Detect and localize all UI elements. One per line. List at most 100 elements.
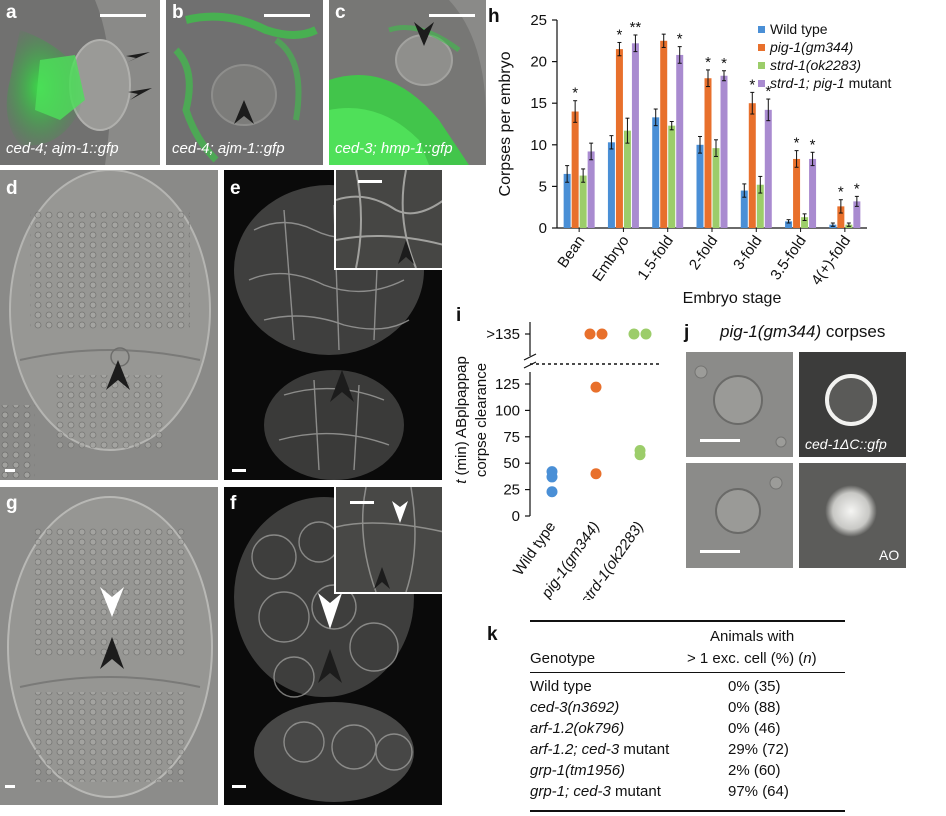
h-bar <box>652 117 659 228</box>
panel-j-caption-ao: AO <box>879 547 899 563</box>
h-bar <box>793 159 800 228</box>
i-y-tick-label: 50 <box>503 455 520 472</box>
h-x-tick-label: 3.5-fold <box>767 233 810 284</box>
h-significance-mark: * <box>572 85 578 102</box>
panel-b-image: b ced-4; ajm-1::gfp <box>166 0 323 165</box>
table-header-rule <box>530 672 845 673</box>
h-bar <box>608 142 615 228</box>
h-bar <box>624 131 631 228</box>
h-legend-swatch <box>758 26 765 33</box>
h-significance-mark: * <box>721 55 727 72</box>
h-legend-label: Wild type <box>770 21 828 37</box>
i-y-tick-label: 25 <box>503 482 520 499</box>
panel-f-image: f <box>224 487 442 805</box>
panel-g-arrows <box>0 487 218 805</box>
h-significance-mark: * <box>838 184 844 201</box>
h-y-tick-label: 20 <box>530 54 547 71</box>
h-legend-swatch <box>758 44 765 51</box>
h-legend-label: strd-1; pig-1 mutant <box>770 75 892 91</box>
i-axis-break <box>524 362 536 368</box>
h-y-tick-label: 0 <box>539 220 547 237</box>
i-data-point-above-break <box>585 329 596 340</box>
h-bar <box>676 55 683 228</box>
i-data-point-above-break <box>629 329 640 340</box>
col-header-n: n <box>803 650 811 667</box>
panel-a-image: a ced-4; ajm-1::gfp <box>0 0 160 165</box>
i-break-label: >135 <box>486 326 520 343</box>
panel-e-arrow <box>224 170 442 480</box>
panel-j-bottom-scale-bar <box>700 550 740 553</box>
panel-j-gfp-top: ced-1ΔC::gfp <box>799 352 906 457</box>
i-y-axis-title-line2: corpse clearance <box>473 363 490 477</box>
table-top-rule <box>530 620 845 622</box>
panel-d-image: d <box>0 170 218 480</box>
h-x-tick-label: 2-fold <box>686 233 721 273</box>
i-x-tick-label: Wild type <box>510 519 559 579</box>
h-y-tick-label: 10 <box>530 137 547 154</box>
h-bar <box>713 148 720 228</box>
h-legend-label: strd-1(ok2283) <box>770 57 861 73</box>
table-cell-value: 2% (60) <box>728 762 781 779</box>
h-significance-mark: * <box>810 136 816 153</box>
panel-j-title: pig-1(gm344) corpses <box>720 322 885 342</box>
panel-h-bar-chart: 0 5 10 15 20 25 Corpses per embryo Bean Embryo 1.… <box>480 0 946 315</box>
panel-d-arrow <box>0 170 218 480</box>
panel-j-dic-top <box>686 352 793 457</box>
h-x-axis-title: Embryo stage <box>683 290 782 307</box>
panel-j-dic-bottom <box>686 463 793 568</box>
panel-a-arrows <box>0 0 160 165</box>
table-cell-genotype: arf-1.2(ok796) <box>530 720 624 737</box>
i-data-point-above-break <box>641 329 652 340</box>
panel-j-top-scale-bar <box>700 439 740 442</box>
h-significance-mark: * <box>705 54 711 71</box>
h-legend-swatch <box>758 62 765 69</box>
panel-k-label: k <box>487 624 498 646</box>
panel-j-label: j <box>684 322 689 344</box>
h-x-tick-label: 4(+)-fold <box>808 233 854 289</box>
i-y-tick-label: 0 <box>512 508 520 525</box>
col-header-genotype: Genotype <box>530 650 595 667</box>
h-bar <box>705 78 712 228</box>
i-data-point-above-break <box>597 329 608 340</box>
panel-e-image: e <box>224 170 442 480</box>
panel-c-arrow <box>329 0 486 165</box>
table-cell-genotype: Wild type <box>530 678 592 695</box>
h-significance-mark: * <box>677 31 683 48</box>
h-x-tick-label: 3-fold <box>730 233 765 273</box>
h-significance-mark: * <box>617 26 623 43</box>
h-y-tick-label: 25 <box>530 12 547 29</box>
h-bar <box>721 76 728 228</box>
table-bottom-rule <box>530 810 845 812</box>
h-bar <box>809 159 816 228</box>
table-cell-genotype: ced-3(n3692) <box>530 699 619 716</box>
h-x-tick-label: Bean <box>554 233 588 271</box>
col-header-close: ) <box>812 650 817 667</box>
i-data-point <box>547 486 558 497</box>
panel-j-title-strain: pig-1(gm344) <box>720 322 821 341</box>
table-cell-genotype: grp-1; ced-3 mutant <box>530 783 661 800</box>
col-header-exc-cell: > 1 exc. cell (%) (n) <box>687 650 817 667</box>
h-bar <box>580 176 587 228</box>
h-bar <box>668 126 675 228</box>
h-y-tick-label: 15 <box>530 95 547 112</box>
h-bar <box>749 103 756 228</box>
panel-c-image: c ced-3; hmp-1::gfp <box>329 0 486 165</box>
panel-j-ao-bottom: AO <box>799 463 906 568</box>
i-y-tick-label: 125 <box>495 376 520 393</box>
h-bar <box>616 49 623 228</box>
i-data-point <box>547 466 558 477</box>
table-cell-genotype: grp-1(tm1956) <box>530 762 625 779</box>
i-data-point <box>591 382 602 393</box>
i-data-point <box>591 468 602 479</box>
h-significance-mark: * <box>854 180 860 197</box>
h-bar <box>697 145 704 228</box>
h-bar <box>632 43 639 228</box>
i-y-tick-label: 100 <box>495 402 520 419</box>
h-significance-mark: ** <box>630 19 642 36</box>
h-x-tick-label: Embryo <box>589 233 633 285</box>
h-bar <box>588 151 595 228</box>
panel-j-title-rest: corpses <box>821 322 885 341</box>
panel-f-arrows <box>224 487 442 805</box>
table-cell-value: 0% (46) <box>728 720 781 737</box>
col-header-exc-cell-text: > 1 exc. cell (%) ( <box>687 650 803 667</box>
